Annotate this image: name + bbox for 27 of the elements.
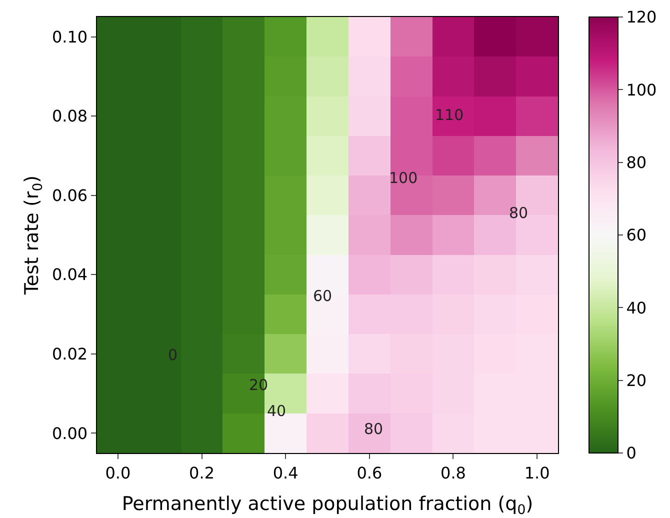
color-bar-label: 100	[626, 80, 657, 100]
y-tick-label: 0.10	[52, 27, 88, 46]
x-tick-label: 0.2	[189, 463, 214, 482]
y-tick-label: 0.04	[52, 265, 88, 284]
annotation: 80	[509, 204, 528, 222]
y-tick-label: 0.00	[52, 424, 88, 443]
x-axis-title: Permanently active population fraction (q$_{0}$)	[122, 493, 534, 518]
y-tick-label: 0.06	[52, 186, 88, 205]
x-tick-label: 0.4	[272, 463, 298, 482]
annotation: 0	[168, 346, 178, 364]
annotation: 80	[364, 420, 384, 438]
annotation: 110	[435, 106, 464, 124]
color-bar-label: 60	[626, 226, 647, 245]
x-tick-label: 0.0	[105, 463, 131, 482]
color-bar-label: 0	[626, 444, 636, 463]
color-bar-label: 80	[626, 152, 647, 172]
color-bar-label: 20	[626, 370, 647, 390]
x-tick-label: 0.6	[356, 463, 382, 482]
x-tick-label: 0.8	[440, 463, 466, 482]
color-bar-label: 40	[626, 298, 647, 318]
annotation: 60	[313, 287, 332, 305]
y-tick-label: 0.08	[52, 106, 88, 126]
annotation: 100	[389, 169, 418, 187]
annotation: 40	[267, 402, 286, 420]
y-tick-label: 0.02	[52, 344, 88, 364]
color-bar-label: 120	[626, 8, 657, 27]
x-tick-label: 1.0	[524, 463, 550, 482]
